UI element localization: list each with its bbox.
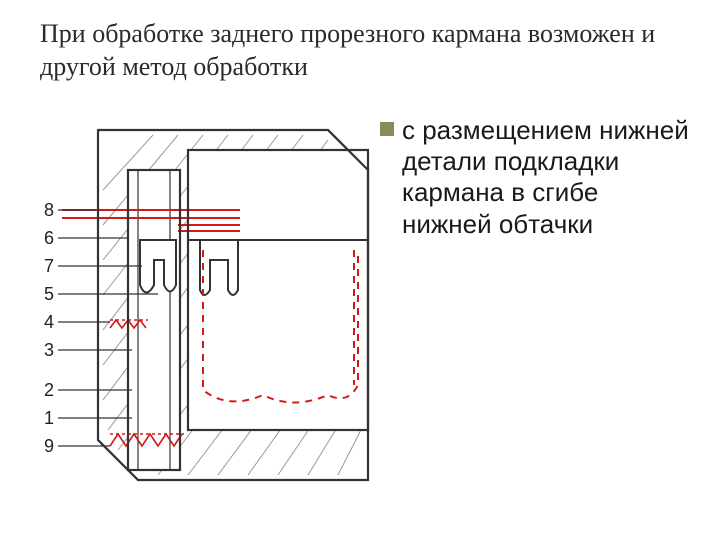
bullet-list: с размещением нижней детали подкладки ка… — [380, 115, 690, 240]
label-5: 5 — [44, 284, 54, 305]
slide-title: При обработке заднего прорезного кармана… — [40, 18, 680, 83]
bullet-item: с размещением нижней детали подкладки ка… — [380, 115, 690, 240]
label-6: 6 — [44, 228, 54, 249]
label-8: 8 — [44, 200, 54, 221]
bullet-marker-icon — [380, 122, 394, 136]
label-3: 3 — [44, 340, 54, 361]
label-9: 9 — [44, 436, 54, 457]
diagram-svg — [28, 110, 378, 510]
label-4: 4 — [44, 312, 54, 333]
label-2: 2 — [44, 380, 54, 401]
pocket-diagram: 8 6 7 5 4 3 2 1 9 — [28, 110, 378, 510]
label-7: 7 — [44, 256, 54, 277]
label-1: 1 — [44, 408, 54, 429]
bullet-text: с размещением нижней детали подкладки ка… — [402, 115, 690, 240]
